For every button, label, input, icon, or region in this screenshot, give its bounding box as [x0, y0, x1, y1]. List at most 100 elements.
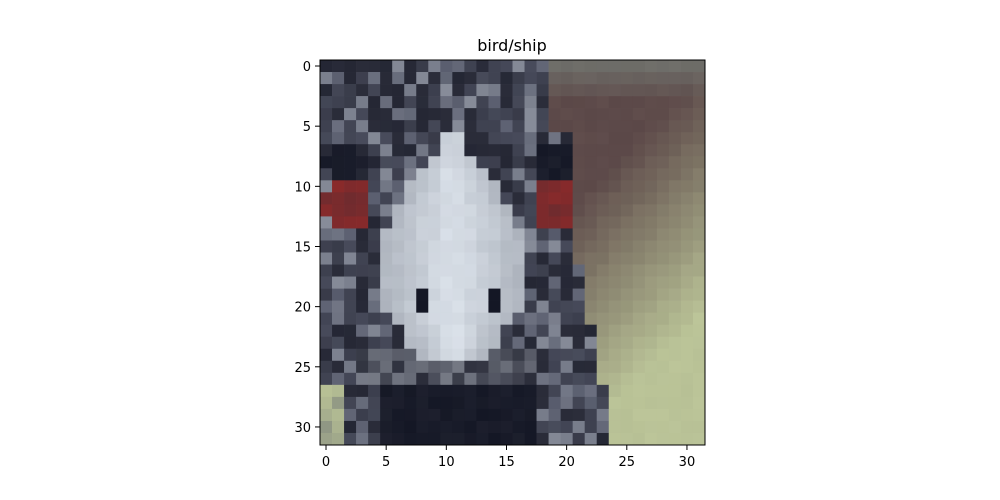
image-pixel	[680, 276, 694, 289]
image-pixel	[668, 120, 682, 133]
image-pixel	[620, 264, 634, 277]
image-pixel	[680, 108, 694, 121]
image-pixel	[344, 144, 357, 157]
image-pixel	[584, 348, 598, 362]
image-pixel	[668, 372, 682, 386]
image-pixel	[332, 264, 345, 277]
image-pixel	[632, 408, 646, 422]
image-pixel	[320, 384, 333, 398]
image-pixel	[428, 420, 441, 434]
image-pixel	[368, 420, 381, 434]
image-pixel	[560, 192, 574, 205]
image-pixel	[380, 264, 393, 277]
image-pixel	[512, 216, 525, 229]
image-pixel	[464, 384, 477, 398]
image-pixel	[512, 168, 525, 181]
image-pixel	[512, 132, 525, 145]
image-pixel	[404, 168, 417, 181]
image-pixel	[440, 156, 453, 169]
image-pixel	[356, 252, 369, 265]
image-pixel	[488, 156, 501, 169]
image-pixel	[524, 432, 537, 446]
image-pixel	[380, 312, 393, 326]
image-pixel	[476, 216, 489, 229]
image-pixel	[404, 72, 417, 85]
image-pixel	[668, 180, 682, 193]
image-pixel	[644, 276, 658, 289]
image-pixel	[512, 60, 525, 73]
image-pixel	[620, 204, 634, 217]
image-pixel	[524, 120, 537, 133]
image-pixel	[404, 192, 417, 205]
image-pixel	[572, 192, 586, 205]
image-pixel	[548, 396, 561, 410]
image-pixel	[488, 432, 501, 446]
image-pixel	[452, 108, 465, 121]
image-pixel	[500, 264, 513, 277]
image-pixel	[692, 348, 706, 362]
image-pixel	[416, 108, 429, 121]
image-pixel	[464, 96, 477, 109]
image-pixel	[476, 156, 489, 169]
image-pixel	[644, 264, 658, 277]
image-pixel	[644, 132, 658, 145]
image-pixel	[488, 420, 501, 434]
image-pixel	[692, 432, 706, 446]
image-pixel	[332, 72, 345, 85]
image-pixel	[560, 420, 574, 434]
image-pixel	[608, 72, 622, 85]
image-pixel	[680, 432, 694, 446]
image-pixel	[548, 144, 561, 157]
image-pixel	[680, 420, 694, 434]
image-pixel	[644, 180, 658, 193]
image-pixel	[368, 84, 381, 97]
image-pixel	[560, 252, 574, 265]
image-pixel	[452, 408, 465, 422]
image-pixel	[392, 144, 405, 157]
image-pixel	[476, 312, 489, 326]
image-pixel	[560, 216, 574, 229]
image-pixel	[476, 408, 489, 422]
image-pixel	[668, 84, 682, 97]
image-pixel	[332, 180, 345, 193]
image-pixel	[584, 60, 598, 73]
image-pixel	[476, 252, 489, 265]
image-pixel	[656, 180, 670, 193]
image-pixel	[368, 120, 381, 133]
image-pixel	[500, 228, 513, 241]
image-pixel	[428, 300, 441, 314]
image-pixel	[560, 324, 574, 338]
image-pixel	[320, 408, 333, 422]
image-pixel	[464, 432, 477, 446]
image-pixel	[332, 108, 345, 121]
image-pixel	[392, 180, 405, 193]
image-pixel	[476, 144, 489, 157]
image-pixel	[368, 336, 381, 350]
image-pixel	[656, 324, 670, 338]
image-pixel	[452, 300, 465, 314]
image-pixel	[656, 132, 670, 145]
image-pixel	[344, 288, 357, 301]
image-pixel	[428, 288, 441, 301]
image-pixel	[320, 360, 333, 374]
image-pixel	[680, 312, 694, 326]
image-pixel	[368, 96, 381, 109]
image-pixel	[536, 252, 549, 265]
image-pixel	[584, 108, 598, 121]
image-pixel	[440, 228, 453, 241]
image-pixel	[560, 408, 574, 422]
image-pixel	[404, 408, 417, 422]
image-pixel	[404, 180, 417, 193]
image-pixel	[332, 132, 345, 145]
image-pixel	[464, 192, 477, 205]
image-pixel	[380, 192, 393, 205]
image-pixel	[452, 336, 465, 350]
image-pixel	[380, 132, 393, 145]
image-pixel	[668, 324, 682, 338]
x-tick-label: 25	[619, 455, 636, 470]
image-pixel	[416, 60, 429, 73]
image-pixel	[356, 408, 369, 422]
image-pixel	[608, 408, 622, 422]
image-pixel	[500, 168, 513, 181]
image-pixel	[332, 144, 345, 157]
